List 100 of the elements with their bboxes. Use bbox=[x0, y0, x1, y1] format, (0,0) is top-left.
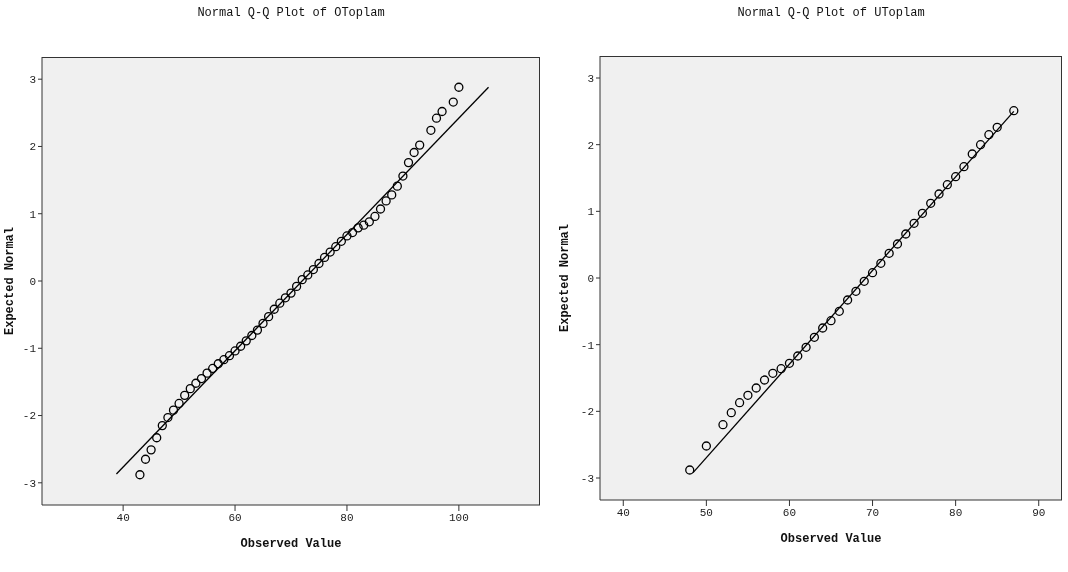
y-tick-label: 1 bbox=[587, 206, 595, 219]
point bbox=[196, 373, 207, 384]
y-tick-label: -1 bbox=[22, 343, 37, 356]
point bbox=[842, 295, 853, 305]
x-tick-label: 40 bbox=[616, 506, 630, 519]
point bbox=[392, 181, 402, 191]
chart-title: Normal Q-Q Plot of UToplam bbox=[736, 6, 926, 20]
point bbox=[809, 332, 820, 342]
x-tick-label: 60 bbox=[228, 511, 242, 524]
point bbox=[984, 130, 994, 140]
point bbox=[163, 412, 173, 423]
point bbox=[308, 264, 319, 275]
point bbox=[180, 390, 190, 400]
point bbox=[734, 398, 745, 408]
point bbox=[448, 97, 458, 107]
point bbox=[314, 258, 324, 269]
point bbox=[152, 433, 162, 443]
point bbox=[784, 358, 795, 368]
y-tick-label: 2 bbox=[29, 141, 36, 154]
point bbox=[892, 239, 903, 249]
point bbox=[247, 330, 257, 341]
point bbox=[235, 341, 246, 351]
point bbox=[959, 162, 969, 172]
point bbox=[726, 408, 736, 418]
point bbox=[387, 190, 397, 200]
point bbox=[851, 286, 861, 296]
point bbox=[252, 325, 263, 335]
y-tick-label: -3 bbox=[580, 472, 594, 485]
x-axis-title: Observed Value bbox=[240, 537, 342, 551]
point bbox=[415, 140, 425, 150]
point bbox=[801, 342, 811, 352]
point bbox=[336, 236, 347, 246]
x-tick-label: 80 bbox=[949, 506, 963, 519]
point bbox=[364, 217, 374, 227]
point bbox=[884, 248, 894, 258]
point bbox=[202, 368, 212, 378]
y-tick-label: 1 bbox=[29, 208, 37, 221]
point bbox=[751, 383, 761, 393]
x-axis-title: Observed Value bbox=[780, 532, 882, 546]
point bbox=[431, 113, 442, 123]
point bbox=[992, 122, 1002, 132]
y-tick-label: 0 bbox=[29, 275, 36, 288]
point bbox=[370, 211, 380, 222]
y-tick-label: -2 bbox=[22, 410, 36, 423]
point bbox=[303, 270, 313, 280]
point bbox=[263, 312, 274, 322]
point bbox=[258, 318, 268, 329]
point bbox=[685, 465, 695, 475]
point bbox=[934, 189, 944, 199]
y-tick-label: -2 bbox=[580, 406, 594, 419]
point bbox=[174, 398, 184, 409]
point bbox=[409, 147, 419, 158]
point bbox=[926, 198, 936, 208]
point bbox=[743, 390, 753, 400]
point bbox=[135, 470, 145, 480]
point bbox=[454, 82, 464, 92]
point bbox=[398, 171, 408, 181]
point bbox=[347, 227, 358, 238]
y-axis-title: Expected Normal bbox=[558, 223, 572, 333]
point bbox=[403, 157, 414, 168]
x-tick-label: 40 bbox=[116, 511, 130, 524]
point bbox=[146, 445, 156, 455]
point bbox=[230, 346, 240, 356]
point bbox=[967, 149, 977, 159]
point bbox=[208, 363, 218, 374]
point bbox=[834, 306, 844, 316]
point bbox=[275, 298, 285, 308]
point bbox=[280, 293, 291, 303]
point bbox=[291, 281, 302, 292]
point bbox=[876, 258, 886, 268]
point bbox=[759, 375, 770, 385]
point bbox=[286, 288, 296, 298]
point bbox=[826, 316, 836, 326]
y-tick-label: 0 bbox=[587, 272, 594, 285]
point bbox=[241, 336, 251, 346]
point bbox=[437, 106, 447, 117]
point bbox=[297, 275, 307, 285]
point bbox=[140, 454, 151, 464]
x-tick-label: 50 bbox=[699, 506, 713, 519]
point bbox=[793, 351, 803, 361]
point bbox=[219, 355, 229, 365]
point bbox=[768, 368, 778, 378]
point bbox=[426, 125, 436, 135]
point bbox=[859, 276, 869, 286]
point bbox=[319, 252, 330, 263]
point bbox=[901, 229, 911, 239]
point bbox=[776, 364, 786, 374]
point bbox=[224, 351, 235, 361]
point bbox=[701, 441, 712, 451]
x-tick-label: 60 bbox=[782, 506, 797, 519]
y-tick-label: -3 bbox=[22, 477, 36, 490]
point bbox=[359, 220, 369, 230]
x-tick-label: 100 bbox=[448, 511, 469, 524]
point bbox=[718, 420, 728, 430]
point bbox=[168, 405, 179, 415]
point bbox=[909, 218, 919, 228]
x-tick-label: 80 bbox=[340, 511, 354, 524]
point bbox=[375, 204, 386, 214]
x-tick-label: 70 bbox=[865, 506, 880, 519]
y-axis-title: Expected Normal bbox=[3, 226, 17, 336]
